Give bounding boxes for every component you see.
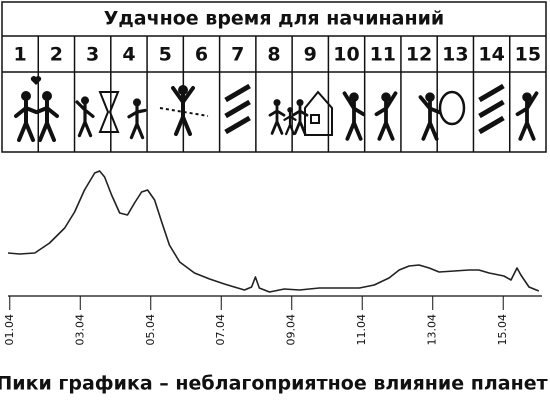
icon-figure: [171, 86, 195, 136]
x-tick-label: 05.04: [144, 314, 157, 346]
icon-figure: [133, 98, 141, 107]
icon-figure: [515, 91, 539, 141]
day-number: 5: [159, 44, 172, 66]
day-number: 6: [195, 44, 208, 66]
day-number: 4: [122, 44, 135, 66]
day-number: 15: [515, 44, 541, 66]
icon-figure: [268, 104, 286, 135]
icon-figure: [273, 99, 281, 107]
line-series: [7, 170, 540, 293]
icon-figure: [296, 99, 304, 107]
icon-figure: [342, 91, 366, 141]
icon-figure: [127, 104, 147, 140]
x-tick-label: 03.04: [73, 314, 86, 346]
x-tick-label: 01.04: [3, 314, 16, 346]
icon-figure: [287, 107, 293, 113]
chart-caption: Пики графика – неблагоприятное влияние п…: [0, 373, 548, 395]
icon-hourglass: [98, 91, 120, 133]
header-title: Удачное время для начинаний: [104, 8, 444, 30]
icon-figure: [374, 91, 398, 141]
icon-ribbon: [159, 107, 209, 117]
icon-figure: [381, 92, 391, 102]
icon-heart: [30, 76, 42, 85]
x-tick-label: 13.04: [426, 314, 439, 346]
icon-figure: [418, 95, 442, 141]
day-number: 12: [406, 44, 432, 66]
x-tick-label: 11.04: [355, 314, 368, 346]
icon-figure: [21, 91, 31, 101]
icon-figure: [81, 96, 89, 105]
icon-figure: [425, 92, 435, 102]
icon-figure: [75, 100, 95, 138]
day-number: 13: [442, 44, 468, 66]
header-frame: [1, 1, 547, 153]
day-number: 8: [267, 44, 280, 66]
icon-figure: [283, 111, 297, 136]
icon-figure: [42, 91, 52, 101]
day-number: 3: [86, 44, 99, 66]
day-number: 11: [370, 44, 396, 66]
icon-figure: [178, 85, 188, 95]
day-number: 7: [231, 44, 244, 66]
icon-house: [304, 90, 333, 136]
day-number: 14: [478, 44, 504, 66]
x-tick-label: 15.04: [496, 314, 509, 346]
icon-shell: [438, 90, 466, 126]
icon-figure: [522, 92, 532, 102]
x-tick-label: 07.04: [214, 314, 227, 346]
day-number: 9: [304, 44, 317, 66]
icon-stripe: [224, 115, 251, 135]
icon-figure: [35, 99, 59, 142]
icon-figure: [349, 92, 359, 102]
icon-stripe: [224, 99, 251, 119]
icon-stripe: [478, 83, 505, 103]
icon-figure: [291, 104, 309, 135]
x-tick-label: 09.04: [285, 314, 298, 346]
icon-stripe: [478, 115, 505, 135]
day-number: 10: [333, 44, 359, 66]
icon-figure: [14, 99, 38, 142]
day-number: 2: [50, 44, 63, 66]
icon-stripe: [224, 83, 251, 103]
day-number: 1: [14, 44, 27, 66]
icon-stripe: [478, 99, 505, 119]
